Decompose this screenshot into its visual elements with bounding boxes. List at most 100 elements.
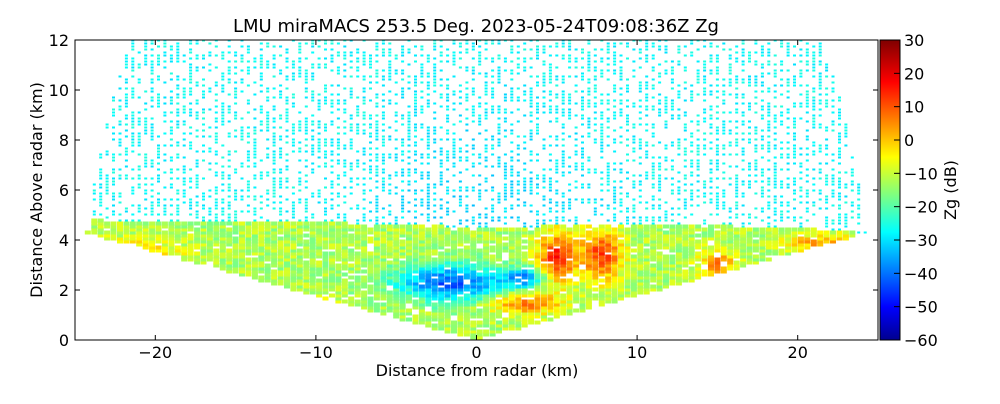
reflectivity-cell bbox=[272, 168, 276, 171]
reflectivity-cell bbox=[356, 75, 360, 78]
reflectivity-cell bbox=[290, 230, 297, 235]
reflectivity-cell bbox=[369, 123, 372, 126]
reflectivity-cell bbox=[272, 192, 276, 195]
reflectivity-cell bbox=[651, 165, 655, 168]
reflectivity-cell bbox=[214, 216, 218, 219]
reflectivity-cell bbox=[253, 57, 257, 60]
reflectivity-cell bbox=[521, 290, 528, 295]
reflectivity-cell bbox=[561, 126, 565, 129]
reflectivity-cell bbox=[703, 90, 707, 93]
reflectivity-cell bbox=[361, 242, 368, 247]
reflectivity-cell bbox=[470, 335, 477, 340]
reflectivity-cell bbox=[715, 132, 719, 135]
reflectivity-cell bbox=[510, 159, 514, 162]
reflectivity-cell bbox=[581, 156, 584, 159]
reflectivity-cell bbox=[670, 219, 674, 222]
reflectivity-cell bbox=[277, 224, 284, 229]
reflectivity-cell bbox=[438, 296, 445, 301]
reflectivity-cell bbox=[91, 221, 98, 226]
reflectivity-cell bbox=[561, 111, 565, 114]
reflectivity-cell bbox=[433, 57, 437, 60]
reflectivity-cell bbox=[317, 150, 321, 153]
reflectivity-cell bbox=[438, 233, 445, 238]
reflectivity-cell bbox=[99, 204, 103, 207]
reflectivity-cell bbox=[452, 156, 456, 159]
reflectivity-cell bbox=[219, 254, 226, 259]
reflectivity-cell bbox=[369, 63, 372, 66]
reflectivity-cell bbox=[303, 269, 310, 274]
reflectivity-cell bbox=[380, 287, 387, 292]
reflectivity-cell bbox=[131, 150, 135, 153]
reflectivity-cell bbox=[394, 171, 398, 174]
reflectivity-cell bbox=[394, 159, 398, 162]
reflectivity-cell bbox=[470, 329, 477, 334]
reflectivity-cell bbox=[361, 239, 368, 244]
reflectivity-cell bbox=[585, 287, 592, 292]
reflectivity-cell bbox=[420, 126, 424, 129]
reflectivity-cell bbox=[258, 266, 265, 271]
reflectivity-cell bbox=[483, 332, 490, 337]
reflectivity-cell bbox=[606, 165, 610, 168]
reflectivity-cell bbox=[226, 269, 233, 274]
reflectivity-cell bbox=[573, 296, 580, 301]
reflectivity-cell bbox=[444, 239, 451, 244]
reflectivity-cell bbox=[658, 63, 662, 66]
reflectivity-cell bbox=[541, 251, 547, 256]
reflectivity-cell bbox=[412, 248, 419, 253]
reflectivity-cell bbox=[618, 239, 624, 244]
reflectivity-cell bbox=[375, 174, 379, 177]
reflectivity-cell bbox=[272, 54, 276, 57]
reflectivity-cell bbox=[136, 233, 143, 238]
reflectivity-cell bbox=[381, 180, 385, 183]
reflectivity-cell bbox=[272, 156, 276, 159]
reflectivity-cell bbox=[277, 278, 284, 283]
reflectivity-cell bbox=[285, 153, 289, 156]
reflectivity-cell bbox=[317, 123, 321, 126]
reflectivity-cell bbox=[298, 69, 302, 72]
reflectivity-cell bbox=[690, 165, 694, 168]
reflectivity-cell bbox=[439, 180, 443, 183]
reflectivity-cell bbox=[317, 138, 321, 141]
reflectivity-cell bbox=[581, 135, 584, 138]
reflectivity-cell bbox=[309, 263, 316, 268]
reflectivity-cell bbox=[272, 207, 276, 210]
reflectivity-cell bbox=[444, 317, 451, 322]
reflectivity-cell bbox=[715, 213, 719, 216]
reflectivity-cell bbox=[478, 183, 482, 186]
reflectivity-cell bbox=[394, 216, 398, 219]
reflectivity-cell bbox=[425, 302, 432, 307]
reflectivity-cell bbox=[169, 45, 173, 48]
reflectivity-cell bbox=[329, 233, 335, 238]
reflectivity-cell bbox=[195, 177, 199, 180]
reflectivity-cell bbox=[555, 105, 559, 108]
reflectivity-cell bbox=[542, 198, 546, 201]
reflectivity-cell bbox=[605, 269, 612, 274]
reflectivity-cell bbox=[484, 144, 488, 147]
reflectivity-cell bbox=[688, 227, 695, 232]
reflectivity-cell bbox=[303, 287, 310, 292]
reflectivity-cell bbox=[508, 323, 515, 328]
reflectivity-cell bbox=[426, 87, 430, 90]
reflectivity-cell bbox=[703, 93, 707, 96]
reflectivity-cell bbox=[484, 111, 488, 114]
reflectivity-cell bbox=[690, 150, 694, 153]
reflectivity-cell bbox=[573, 293, 580, 298]
reflectivity-cell bbox=[496, 287, 502, 292]
reflectivity-cell bbox=[624, 278, 631, 283]
reflectivity-cell bbox=[664, 126, 668, 129]
reflectivity-cell bbox=[669, 275, 676, 280]
reflectivity-cell bbox=[117, 236, 123, 241]
reflectivity-cell bbox=[150, 201, 154, 204]
reflectivity-cell bbox=[650, 227, 657, 232]
reflectivity-cell bbox=[503, 117, 507, 120]
reflectivity-cell bbox=[426, 177, 430, 180]
reflectivity-cell bbox=[290, 245, 297, 250]
reflectivity-cell bbox=[438, 251, 445, 256]
reflectivity-cell bbox=[574, 219, 578, 222]
reflectivity-cell bbox=[258, 278, 265, 283]
reflectivity-cell bbox=[489, 230, 496, 235]
reflectivity-cell bbox=[420, 72, 424, 75]
reflectivity-cell bbox=[651, 69, 655, 72]
reflectivity-cell bbox=[399, 293, 406, 298]
reflectivity-cell bbox=[650, 233, 657, 238]
